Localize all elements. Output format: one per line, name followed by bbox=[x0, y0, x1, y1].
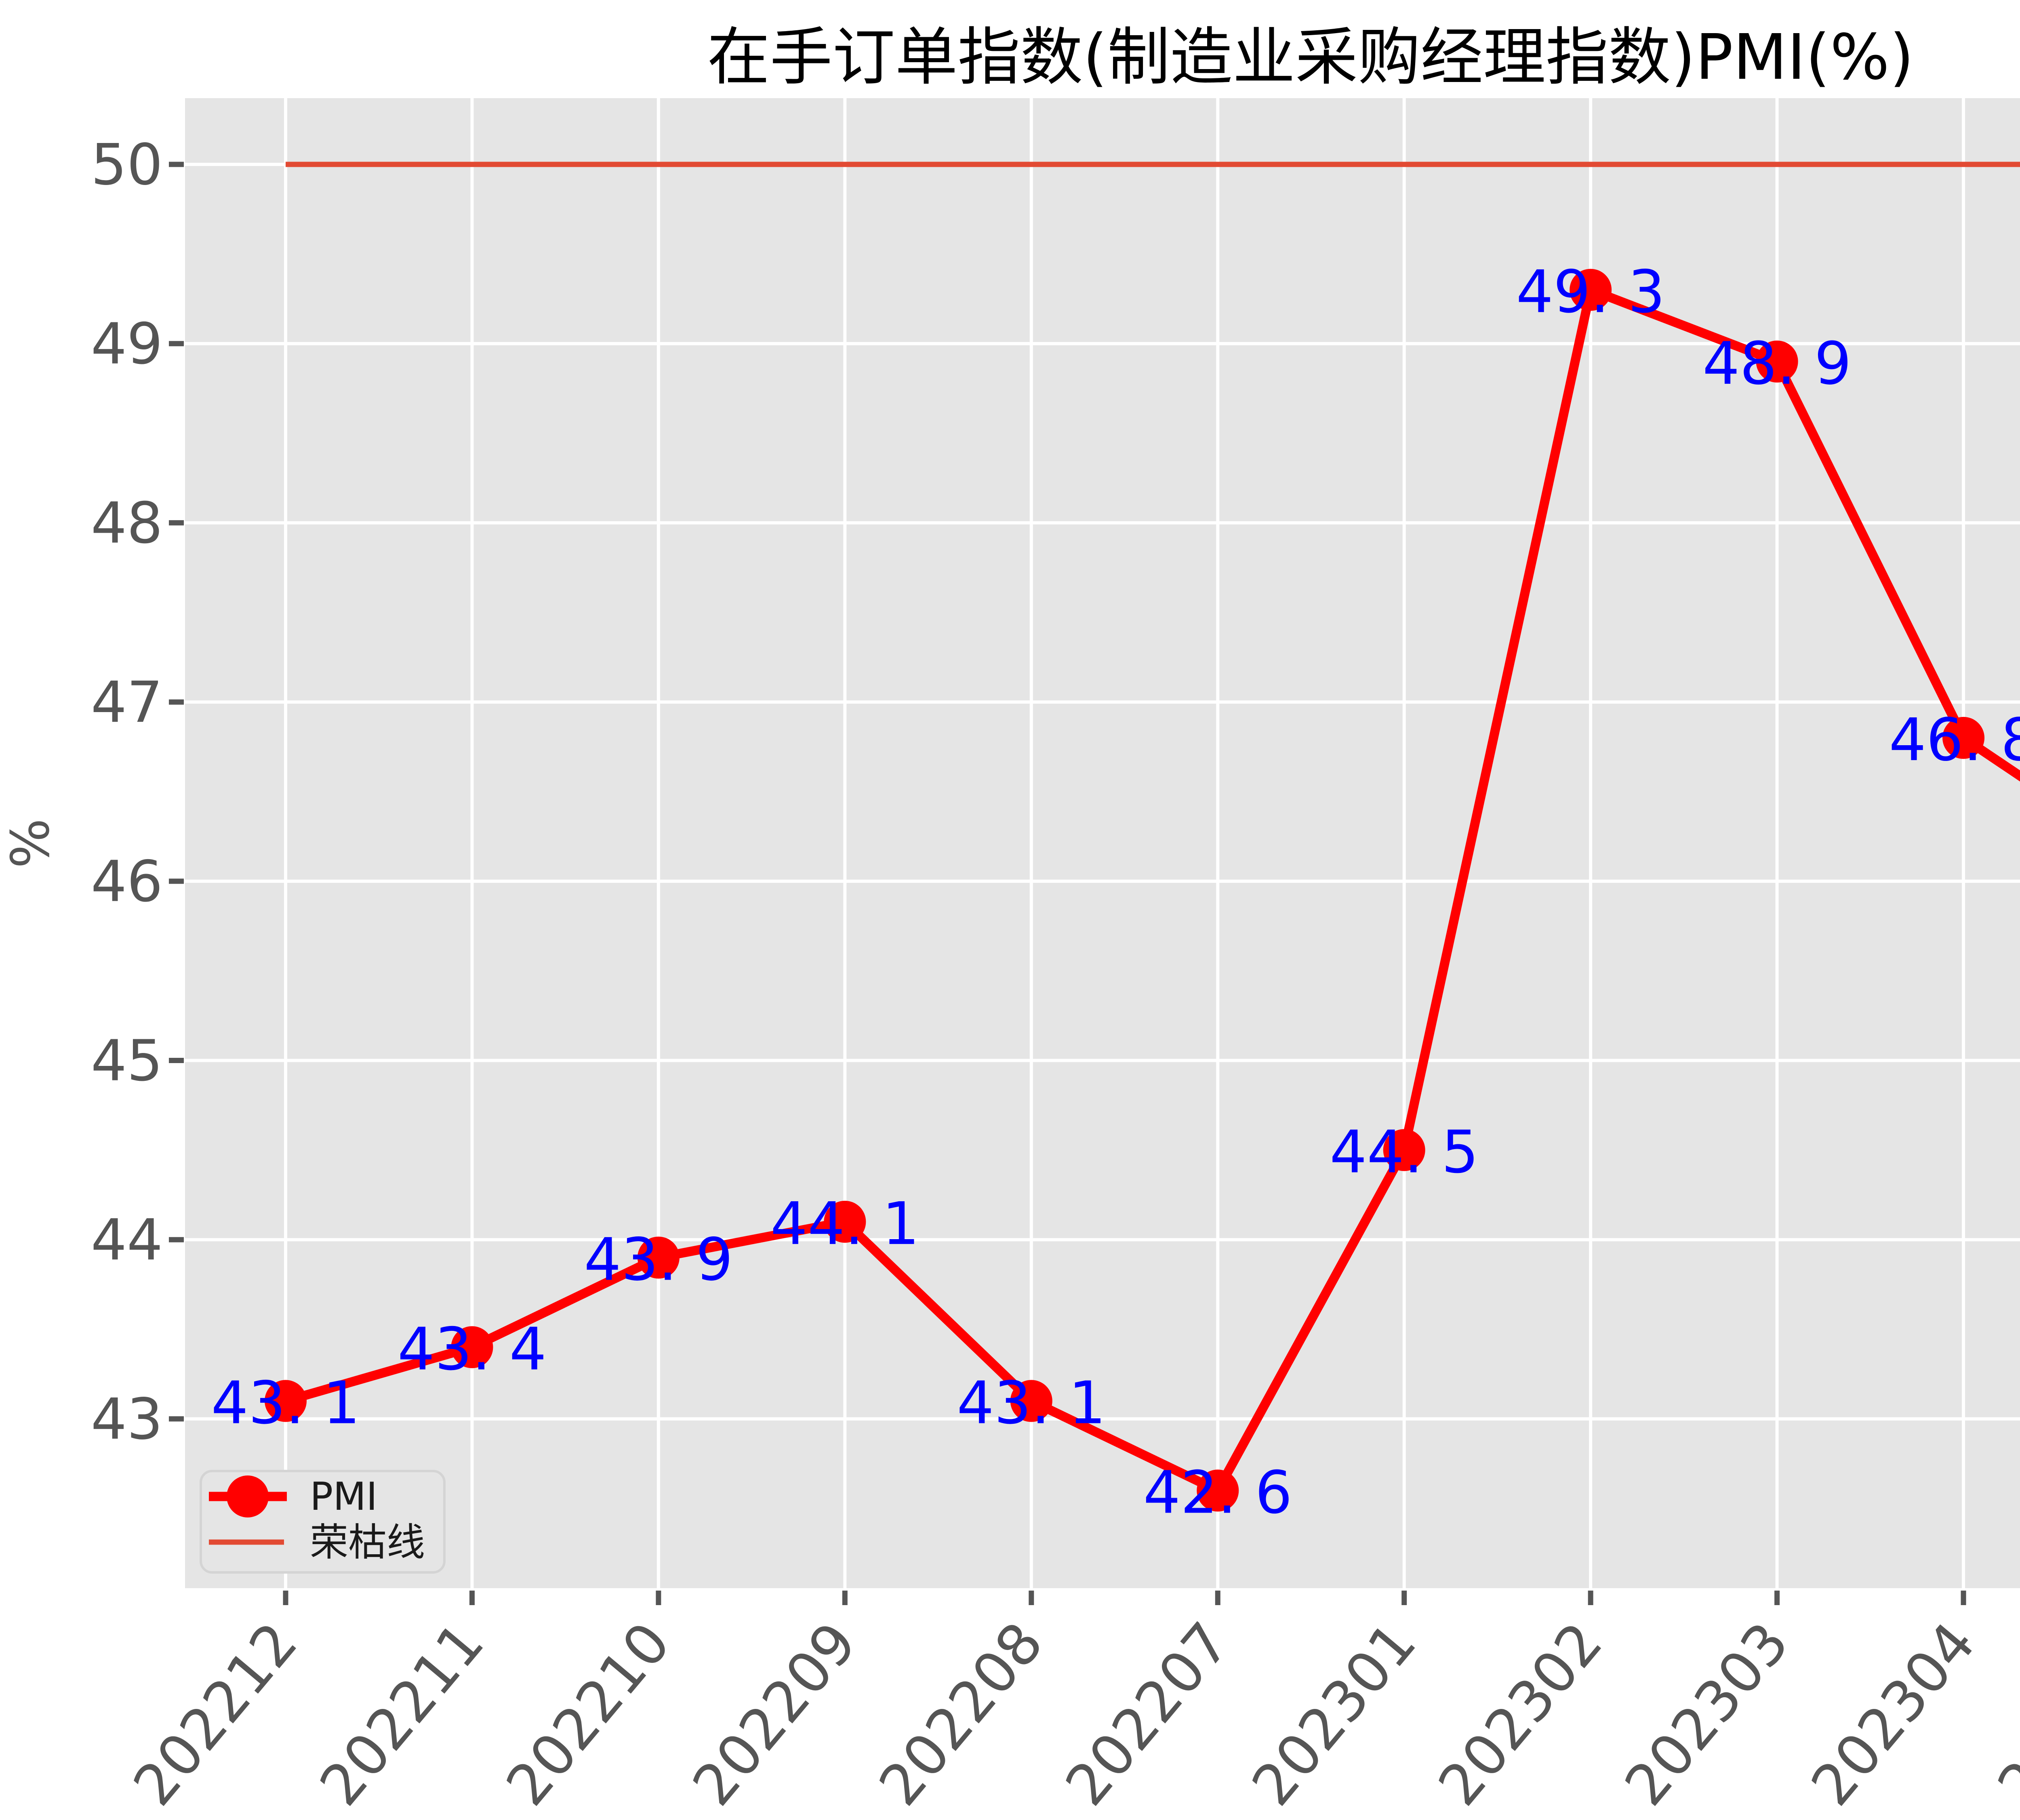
data-label: 43. 1 bbox=[211, 1369, 360, 1438]
y-tick-label: 44 bbox=[91, 1207, 163, 1273]
legend: PMI 荣枯线 bbox=[200, 1470, 446, 1574]
legend-threshold-label: 荣枯线 bbox=[310, 1520, 425, 1565]
legend-pmi-marker-icon bbox=[227, 1475, 269, 1517]
y-tick-label: 48 bbox=[91, 490, 163, 556]
pmi-marker bbox=[637, 1236, 680, 1279]
data-label: 49. 3 bbox=[1516, 258, 1665, 326]
y-tick-label: 45 bbox=[91, 1028, 163, 1094]
data-label: 43. 4 bbox=[398, 1315, 547, 1383]
y-tick-label: 50 bbox=[91, 132, 163, 198]
pmi-marker bbox=[1010, 1380, 1052, 1422]
data-label: 44. 1 bbox=[770, 1190, 920, 1258]
data-label: 44. 5 bbox=[1330, 1118, 1479, 1186]
data-label: 46. 8 bbox=[1889, 706, 2020, 774]
data-labels: 43. 1 43. 4 43. 9 44. 1 43. 1 42. 6 44. 5 49. 3… bbox=[211, 258, 2020, 1527]
pmi-marker bbox=[1756, 340, 1798, 383]
pmi-marker bbox=[1942, 717, 1985, 759]
data-label: 42. 6 bbox=[1143, 1459, 1292, 1527]
pmi-marker bbox=[824, 1200, 866, 1243]
y-tick-label: 43 bbox=[91, 1387, 163, 1452]
pmi-marker bbox=[1383, 1129, 1425, 1171]
legend-pmi-label: PMI bbox=[310, 1475, 377, 1519]
y-tick-label: 49 bbox=[91, 311, 163, 377]
data-label: 48. 9 bbox=[1702, 330, 1852, 398]
pmi-marker bbox=[1197, 1469, 1239, 1512]
y-axis-label: % bbox=[0, 818, 61, 868]
pmi-series bbox=[265, 269, 2020, 1512]
pmi-marker bbox=[265, 1380, 307, 1422]
y-tick-label: 47 bbox=[91, 670, 163, 736]
pmi-marker bbox=[451, 1326, 493, 1368]
chart-title: 在手订单指数(制造业采购经理指数)PMI(%) bbox=[707, 21, 1914, 94]
pmi-line bbox=[284, 285, 2020, 1495]
y-tick-label: 46 bbox=[91, 849, 163, 915]
pmi-marker bbox=[1570, 269, 1612, 311]
gridlines bbox=[185, 98, 2020, 1588]
data-label: 43. 9 bbox=[584, 1226, 733, 1294]
data-label: 43. 1 bbox=[957, 1369, 1106, 1438]
